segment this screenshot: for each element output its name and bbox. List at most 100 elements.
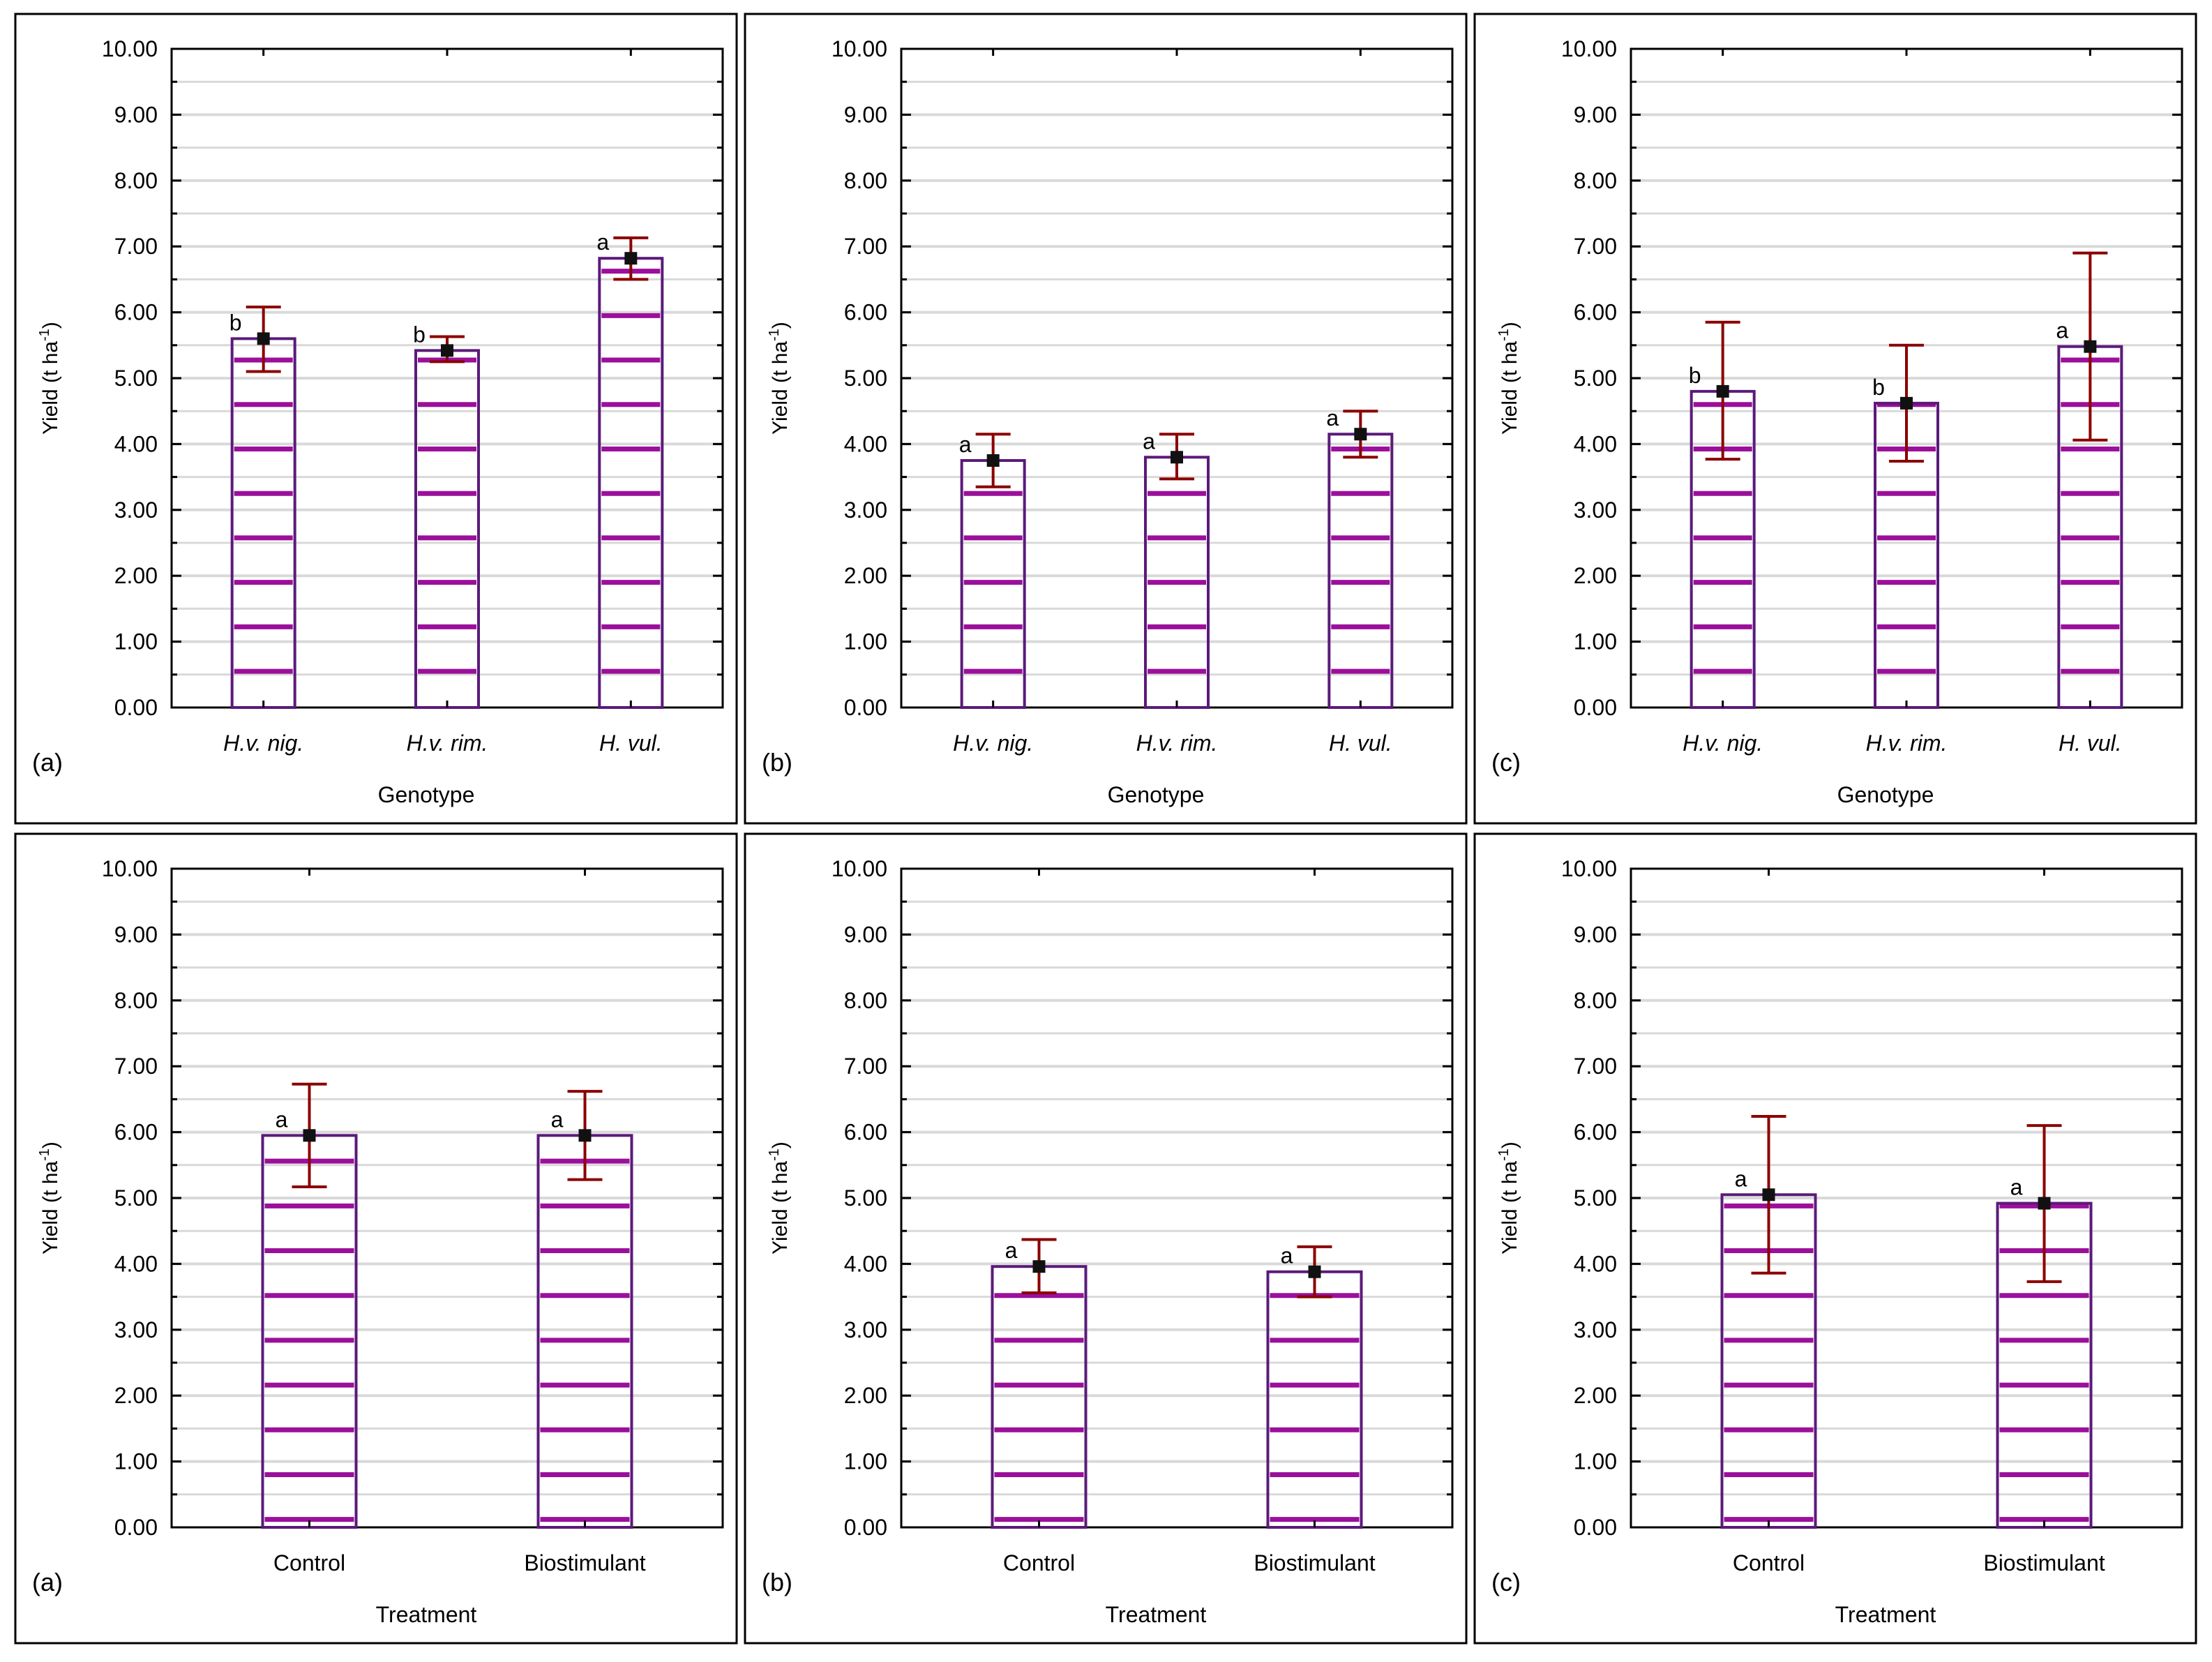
y-axis-title-superscript: -1 [1496,1148,1512,1161]
y-tick-label: 3.00 [844,1317,887,1342]
x-category-label: H. vul. [599,731,663,756]
y-tick-label: 8.00 [1574,988,1617,1013]
y-tick-label: 1.00 [1574,629,1617,654]
y-tick-label: 6.00 [1574,1120,1617,1145]
y-tick-label: 4.00 [114,431,158,456]
significance-letter: b [1872,375,1885,400]
significance-letter: a [1143,428,1155,454]
y-axis-title-text: Yield (t ha [769,1161,792,1255]
y-tick-label: 9.00 [1574,922,1617,947]
mean-marker [303,1129,316,1142]
y-tick-label: 7.00 [1574,1054,1617,1079]
y-tick-label: 4.00 [1574,1251,1617,1276]
mean-marker [441,344,453,357]
y-tick-label: 7.00 [114,234,158,259]
panel-frame [14,13,738,825]
y-axis-title: Yield (t ha-1) [1496,322,1521,435]
y-axis-title-close: ) [39,1141,62,1148]
x-category-label: H. vul. [1329,731,1392,756]
y-tick-label: 0.00 [1574,695,1617,720]
y-tick-label: 8.00 [114,988,158,1013]
y-axis-title-close: ) [1498,1141,1521,1148]
mean-marker [624,252,638,265]
panel-frame [14,832,738,1645]
x-category-label: Biostimulant [524,1550,645,1575]
mean-marker [1762,1188,1775,1201]
y-tick-label: 0.00 [844,695,887,720]
significance-letter: a [1281,1243,1293,1268]
x-category-label: H.v. nig. [953,731,1033,756]
y-tick-label: 9.00 [844,102,887,127]
y-tick-label: 6.00 [1574,300,1617,325]
y-axis-title-superscript: -1 [767,1148,782,1161]
panel-label: (b) [762,1568,792,1596]
y-tick-label: 3.00 [1574,1317,1617,1342]
y-tick-label: 6.00 [844,1120,887,1145]
x-category-label: H.v. nig. [223,731,303,756]
y-tick-label: 10.00 [102,856,158,881]
mean-marker [986,454,1000,467]
y-tick-label: 1.00 [844,1449,887,1474]
x-axis-title: Treatment [1106,1602,1207,1627]
y-axis-title-text: Yield (t ha [39,1161,62,1255]
y-tick-label: 7.00 [114,1054,158,1079]
y-tick-label: 10.00 [832,36,887,61]
y-axis-title: Yield (t ha-1) [37,1141,62,1255]
panel-label: (a) [32,748,63,777]
y-tick-label: 0.00 [844,1515,887,1540]
mean-marker [1308,1265,1321,1278]
y-tick-label: 1.00 [1574,1449,1617,1474]
panel-label: (c) [1491,748,1521,777]
y-tick-label: 10.00 [832,856,887,881]
x-category-label: H.v. rim. [407,731,488,756]
mean-marker [1032,1260,1046,1273]
y-axis-title-superscript: -1 [1496,329,1512,341]
panel-frame [744,832,1468,1645]
chart-panel-6: 0.00 1.00 2.00 3.00 4.00 5.00 6.00 7.00 8.00 9.00… [1473,832,2197,1645]
y-tick-label: 4.00 [844,431,887,456]
x-category-label: H. vul. [2059,731,2122,756]
y-tick-label: 2.00 [844,1383,887,1408]
y-tick-label: 5.00 [844,366,887,391]
y-axis-title: Yield (t ha-1) [37,322,62,435]
y-tick-label: 0.00 [1574,1515,1617,1540]
y-tick-label: 3.00 [844,497,887,523]
y-tick-label: 7.00 [844,1054,887,1079]
chart-panel-3: 0.00 1.00 2.00 3.00 4.00 5.00 6.00 7.00 8.00 9.00… [1473,13,2197,825]
y-axis-title-close: ) [39,322,62,329]
mean-marker [257,332,270,345]
y-axis-title-close: ) [769,322,792,329]
significance-letter: b [230,310,242,335]
significance-letter: b [413,322,426,347]
mean-marker [1171,451,1183,464]
y-axis-title: Yield (t ha-1) [1496,1141,1521,1255]
significance-letter: a [1326,405,1339,431]
significance-letter: b [1689,363,1701,388]
y-tick-label: 8.00 [1574,168,1617,193]
y-tick-label: 2.00 [1574,563,1617,588]
y-tick-label: 10.00 [1561,36,1617,61]
x-axis-title: Genotype [378,782,475,807]
y-tick-label: 2.00 [114,1383,158,1408]
mean-marker [1354,428,1367,441]
y-tick-label: 5.00 [1574,1185,1617,1211]
chart-panel-1: 0.00 1.00 2.00 3.00 4.00 5.00 6.00 7.00 8.00 9.00… [14,13,738,825]
significance-letter: a [959,432,972,457]
x-category-label: Control [273,1550,345,1575]
x-category-label: H.v. rim. [1136,731,1218,756]
significance-letter: a [1005,1238,1018,1263]
y-tick-label: 2.00 [114,563,158,588]
mean-marker [578,1129,592,1142]
y-axis-title-close: ) [769,1141,792,1148]
y-tick-label: 4.00 [114,1251,158,1276]
y-tick-label: 6.00 [114,1120,158,1145]
significance-letter: a [1735,1166,1747,1191]
y-tick-label: 3.00 [114,497,158,523]
mean-marker [1716,384,1729,398]
y-tick-label: 10.00 [1561,856,1617,881]
y-tick-label: 9.00 [114,102,158,127]
mean-marker [2038,1197,2051,1210]
significance-letter: a [551,1107,564,1132]
y-tick-label: 5.00 [844,1185,887,1211]
significance-letter: a [276,1107,288,1132]
